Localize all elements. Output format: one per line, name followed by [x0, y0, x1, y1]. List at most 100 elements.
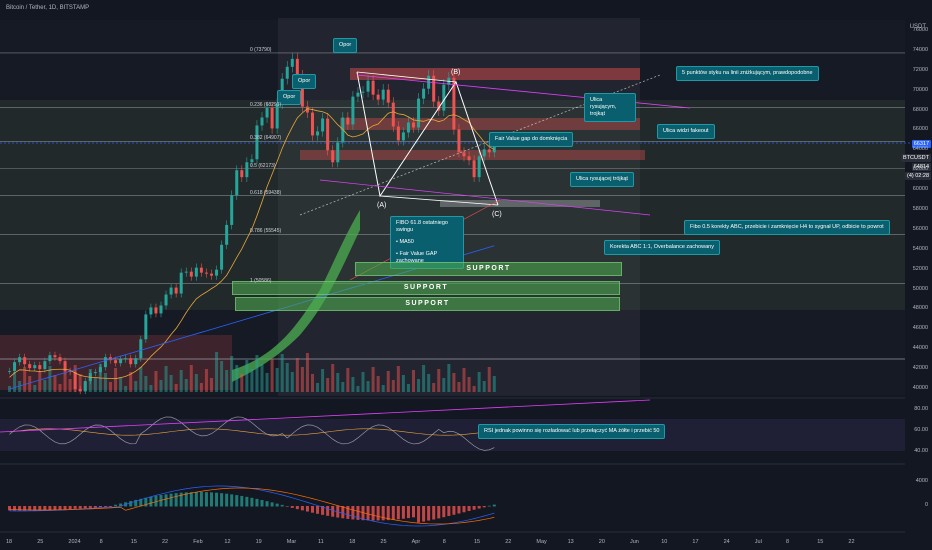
volume-bar	[255, 355, 259, 392]
macd-histogram-bar	[391, 506, 395, 520]
note-opor-2[interactable]: Opor	[292, 74, 317, 89]
resistance-box-1	[350, 68, 640, 80]
volume-bar	[124, 386, 128, 392]
macd-histogram-bar	[321, 506, 325, 515]
candle-body	[437, 101, 441, 111]
x-tick-label: 18	[6, 539, 13, 545]
volume-bar	[48, 366, 52, 392]
x-tick-label: 13	[567, 539, 574, 545]
volume-bar	[457, 382, 461, 392]
resistance-box-3	[300, 150, 645, 160]
candle-body	[250, 159, 254, 163]
macd-histogram-bar	[442, 506, 446, 518]
macd-histogram-bar	[376, 506, 380, 521]
macd-histogram-bar	[220, 493, 224, 507]
x-tick-label: 25	[37, 539, 44, 545]
macd-histogram-bar	[260, 500, 264, 507]
volume-bar	[285, 363, 289, 392]
candle-body	[119, 359, 123, 364]
indicator-tick-label: 0	[924, 502, 928, 508]
macd-histogram-bar	[174, 493, 178, 507]
x-tick-label: Apr	[411, 539, 421, 545]
macd-histogram-bar	[114, 504, 118, 507]
macd-histogram-bar	[23, 506, 27, 511]
x-tick-label: 22	[505, 539, 512, 545]
volume-bar	[477, 372, 481, 392]
macd-histogram-bar	[265, 501, 269, 507]
note-ulica-widzi[interactable]: Ulica widzi fakeout	[657, 124, 715, 139]
volume-bar	[270, 359, 274, 392]
note-fvg[interactable]: Fair Value gap do domknięcia	[489, 132, 574, 147]
fibo-list-title: FIBO 61.8 ostatniego swingu	[396, 220, 448, 233]
x-tick-label: Jul	[754, 539, 762, 545]
indicator-tick-label: 40.00	[914, 448, 928, 454]
volume-bar	[88, 369, 92, 392]
volume-bar	[119, 377, 123, 392]
rsi-line	[9, 416, 495, 451]
candle-body	[366, 80, 370, 92]
macd-histogram-bar	[255, 498, 259, 507]
note-top-right[interactable]: 5 punktów styku na linii zniżkującym, pr…	[676, 66, 819, 81]
volume-bar	[194, 374, 198, 392]
y-tick-label: 72000	[912, 66, 928, 73]
candle-body	[134, 358, 138, 365]
x-tick-label: 22	[162, 539, 169, 545]
macd-histogram-bar	[204, 492, 208, 507]
note-korekta[interactable]: Korekta ABC 1:1, Overbalance zachowany	[604, 240, 720, 255]
candle-body	[381, 89, 385, 100]
candle-body	[311, 112, 314, 136]
abc-wave-path	[356, 71, 499, 206]
support-zone-3[interactable]: SUPPORT	[235, 297, 620, 311]
y-tick-label: 70000	[912, 86, 928, 93]
volume-bar	[492, 376, 496, 392]
volume-bar	[422, 365, 426, 392]
macd-histogram-bar	[83, 506, 87, 509]
volume-bar	[53, 375, 57, 392]
note-ulica-2[interactable]: Ulica rysującej trójkąt	[570, 172, 634, 187]
candle-body	[63, 361, 67, 372]
candle-body	[265, 107, 269, 118]
volume-bar	[295, 358, 299, 392]
macd-histogram-bar	[406, 506, 410, 519]
volume-bar	[33, 385, 37, 392]
candle-body	[139, 339, 143, 359]
y-tick-label: 74000	[912, 46, 928, 53]
macd-histogram-bar	[73, 506, 77, 509]
macd-histogram-bar	[245, 496, 249, 507]
candle-body	[482, 149, 486, 157]
support-zone-2[interactable]: SUPPORT	[232, 281, 620, 295]
note-opor-1[interactable]: Opor	[333, 38, 358, 53]
note-fibo-abc[interactable]: Fibo 0.5 korekty ABC, przebicie i zamkni…	[684, 220, 890, 235]
candle-body	[174, 287, 178, 294]
candle-body	[255, 125, 259, 160]
volume-bar	[447, 364, 451, 392]
macd-histogram-bar	[371, 506, 375, 521]
candle-body	[43, 361, 47, 370]
macd-histogram-bar	[361, 506, 365, 521]
volume-bar	[139, 367, 143, 392]
note-ulica-1[interactable]: Ulica rysującym, trojkąt	[584, 93, 636, 122]
candle-body	[285, 66, 289, 79]
candle-body	[432, 75, 436, 102]
x-tick-label: 8	[99, 539, 103, 545]
candle-body	[220, 244, 224, 270]
candle-body	[199, 267, 203, 273]
y-tick-label: 58000	[912, 206, 928, 212]
macd-histogram-bar	[305, 506, 309, 512]
candle-body	[154, 307, 158, 314]
x-tick-label: 17	[692, 539, 699, 545]
macd-histogram-bar	[103, 506, 107, 507]
note-rsi[interactable]: RSI jednak powinno się rozładować lub pr…	[478, 424, 666, 439]
volume-bar	[442, 378, 446, 392]
volume-bar	[341, 382, 345, 392]
support-zone-1[interactable]: SUPPORT	[355, 262, 622, 276]
x-tick-label: 25	[380, 539, 387, 545]
volume-bar	[391, 380, 395, 392]
x-tick-label: 8	[786, 539, 790, 545]
lower-channel-line	[319, 179, 651, 216]
candle-body	[467, 156, 471, 161]
indicator-tick-label: 60.00	[914, 427, 928, 433]
note-opor-3[interactable]: Opor	[277, 90, 302, 105]
volume-bar	[280, 354, 284, 392]
